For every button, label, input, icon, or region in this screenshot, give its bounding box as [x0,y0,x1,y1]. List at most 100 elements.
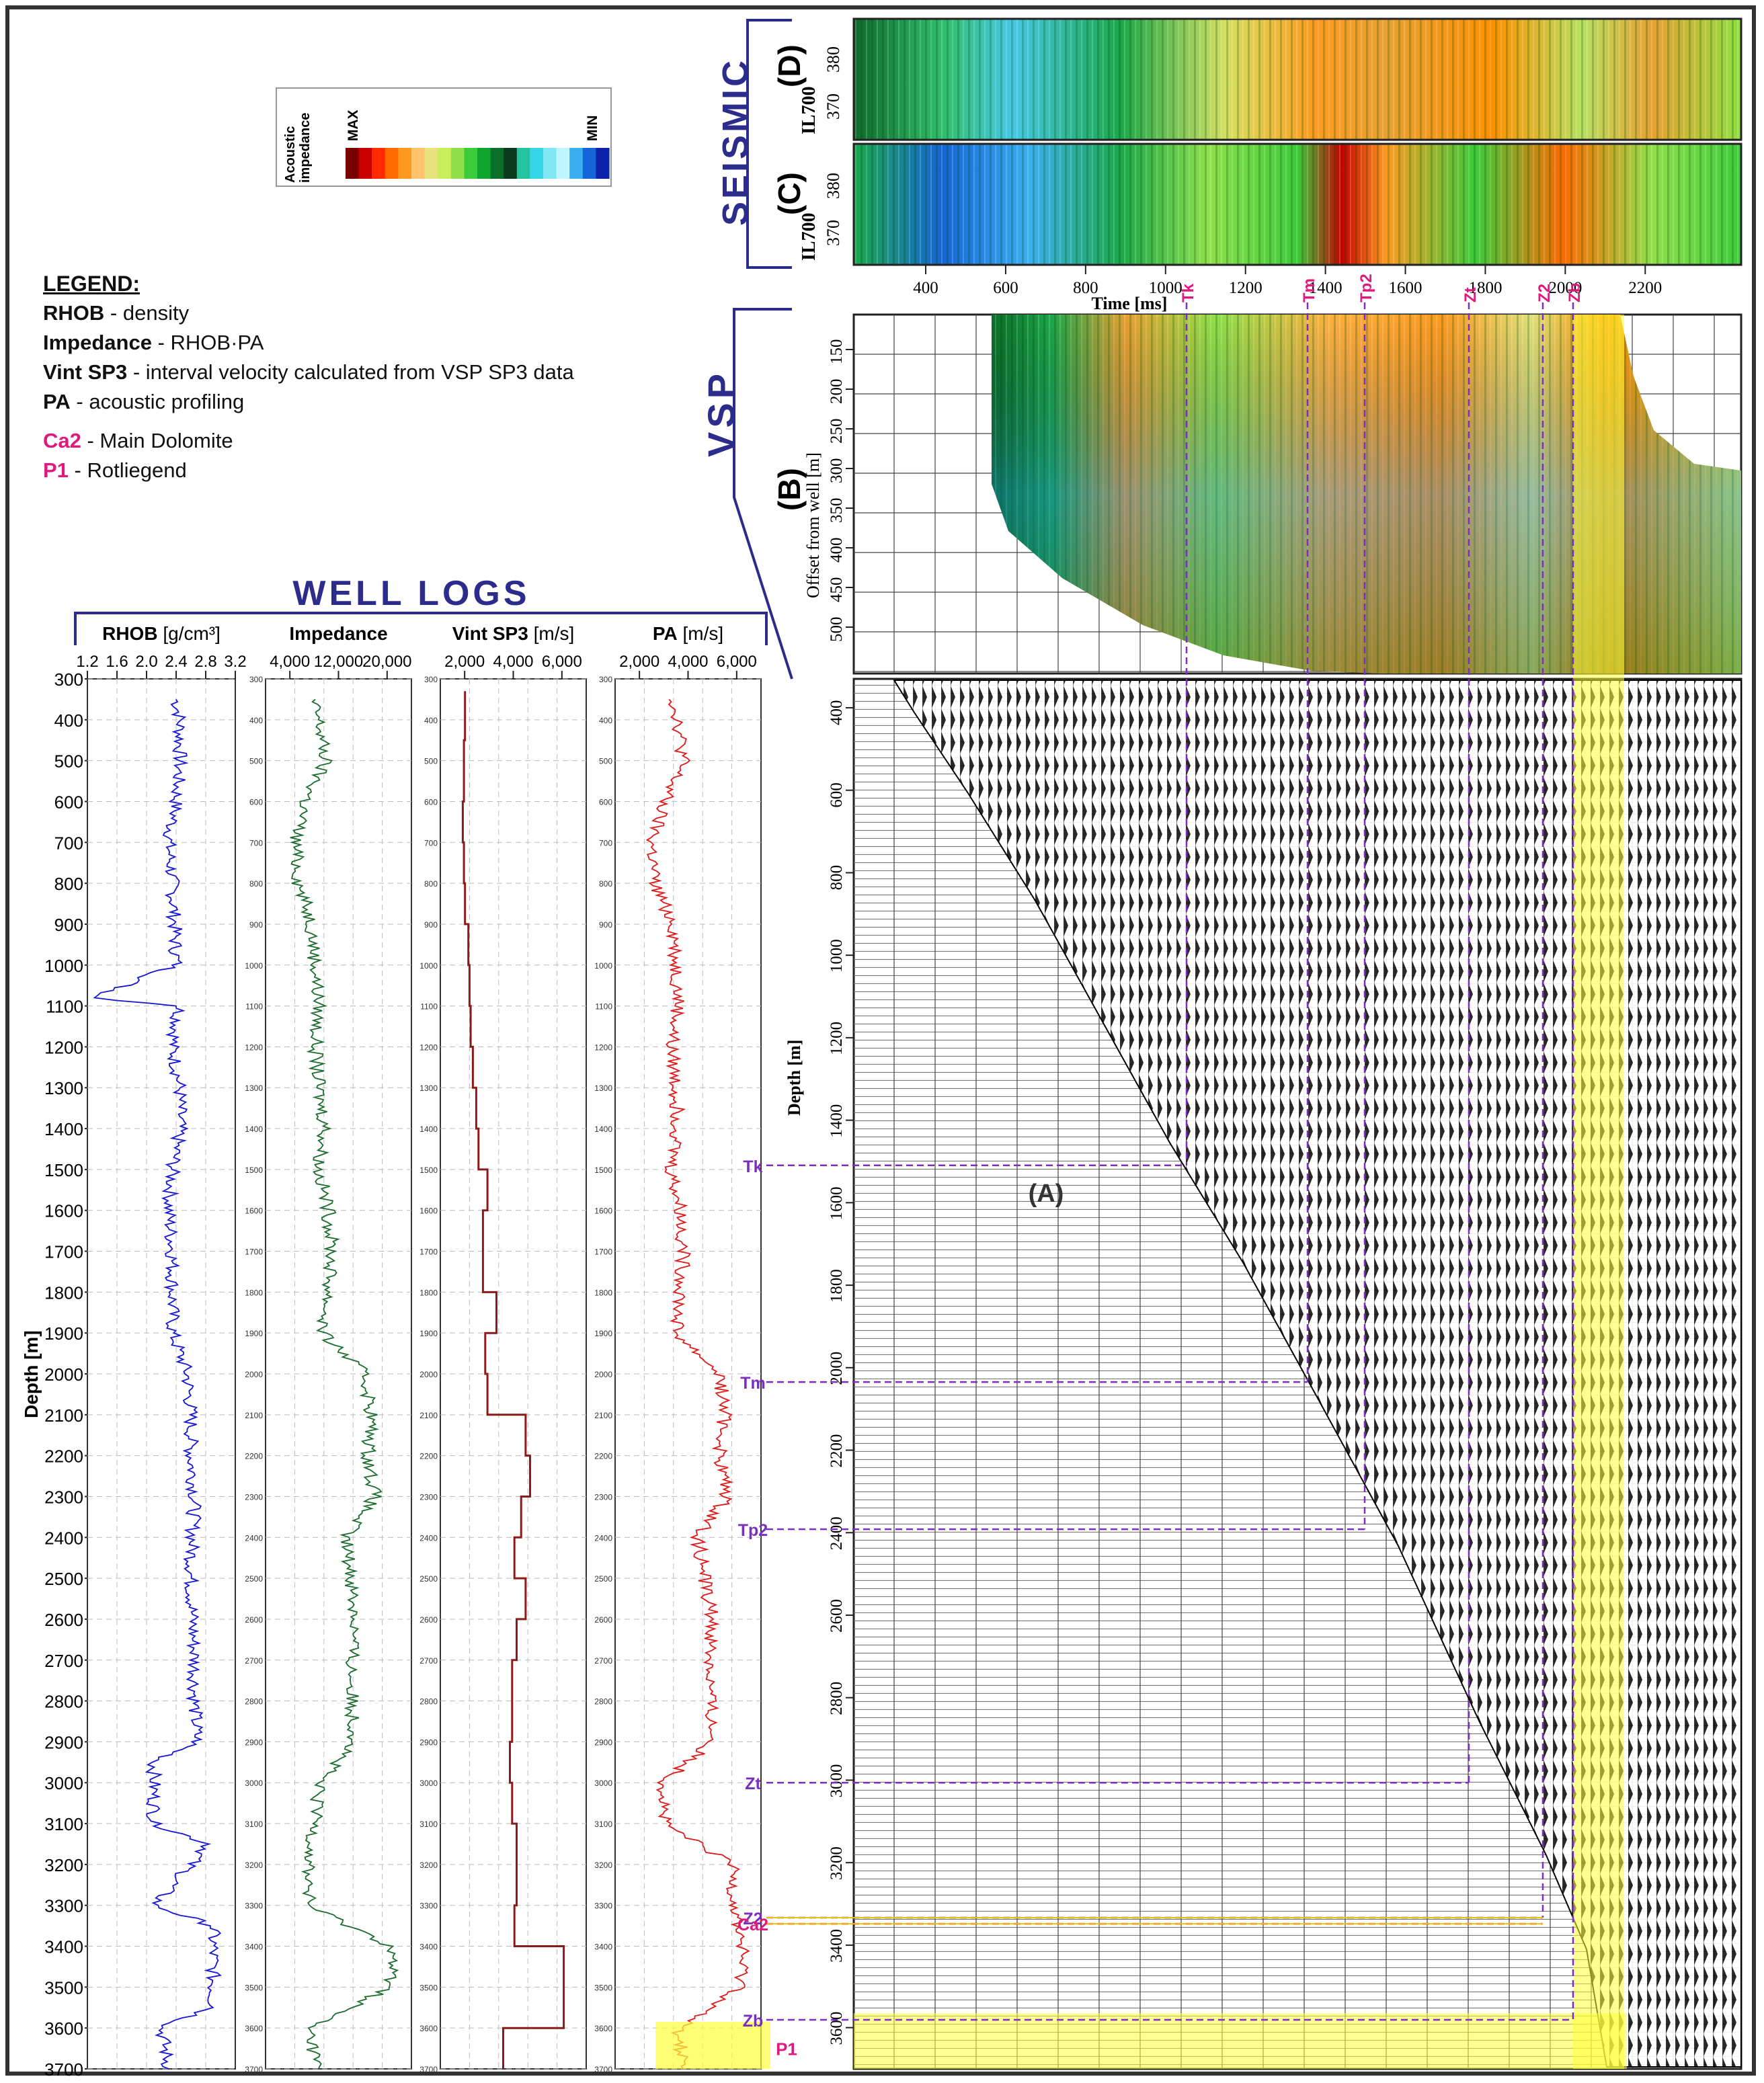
panel-c-inline: IL700 [799,212,819,261]
p1-shading [655,2022,770,2069]
track-title: Impedance [289,623,387,644]
depth-tick-label: 2800 [44,1692,83,1712]
depth-tick-label: 1900 [44,1323,83,1344]
track-depth-label: 300 [249,675,263,684]
track-depth-label: 3500 [419,1983,438,1992]
vsp-bracket [733,308,793,680]
time-tick-label: 1000 [1149,279,1182,297]
well-logs-title: WELL LOGS [292,574,530,613]
depth-tick-label: 400 [54,710,83,731]
track-depth-label: 3700 [245,2065,263,2074]
time-tick-label: 2200 [1628,279,1662,297]
track-tick-label: 1.2 [76,653,98,671]
track-depth-label: 600 [599,797,612,807]
track-depth-label: 3200 [419,1861,438,1870]
colorbar-swatch [582,148,596,179]
time-horizon-label: Tk [1179,283,1197,302]
depth-tick-label: 3700 [44,2059,83,2080]
track-title: PA [m/s] [653,623,723,644]
colorbar-swatch [372,148,386,179]
track-depth-label: 3400 [594,1943,612,1952]
track-tick-label: 6,000 [542,653,582,671]
track-depth-label: 900 [424,920,438,930]
offset-tick-label: 350 [828,498,846,524]
track-depth-label: 600 [249,797,263,807]
legend: LEGEND: RHOB - density Impedance - RHOB·… [43,269,574,485]
depth-tick-label: 1800 [828,1269,846,1303]
track-depth-label: 400 [599,716,612,725]
track-depth-label: 3600 [594,2024,612,2033]
panel-d-label: (D) [772,44,807,87]
depth-tick-label: 3200 [44,1855,83,1875]
track-depth-label: 400 [424,716,438,725]
track-depth-label: 3000 [245,1779,263,1788]
depth-tick-label: 1500 [44,1160,83,1180]
offset-tick-label: 450 [828,577,846,603]
track-depth-label: 3300 [419,1902,438,1911]
horizon-label: Tk [743,1157,762,1176]
track-title: Vint SP3 [m/s] [452,623,575,644]
colorbar-swatch [490,148,504,179]
track-title: RHOB [g/cm³] [102,623,220,644]
track-depth-label: 3500 [245,1983,263,1992]
track-tick-label: 4,000 [493,653,533,671]
depth-tick-label: 800 [828,865,846,891]
track-depth-label: 3300 [245,1902,263,1911]
colorbar-swatches [346,148,610,179]
track-depth-label: 2000 [594,1370,612,1379]
track-depth-label: 1200 [594,1043,612,1052]
track-depth-label: 500 [599,757,612,766]
colorbar-swatch [346,148,360,179]
track-depth-label: 300 [424,675,438,684]
track-depth-label: 1000 [419,961,438,971]
track-depth-label: 800 [249,879,263,889]
time-horizon-label: Tp2 [1357,274,1375,302]
time-tick-label: 1400 [1309,279,1342,297]
track-depth-label: 300 [599,675,612,684]
depth-tick-label: 300 [54,669,83,690]
time-tick-label: 1800 [1468,279,1502,297]
colorbar-label-line1: Acoustic [283,126,298,183]
depth-tick-label: 3400 [828,1929,846,1963]
track-depth-label: 3700 [594,2065,612,2074]
depth-tick-label: 2600 [44,1610,83,1630]
seismic-panel-d: (D) IL700 380 370 [772,17,1742,141]
track-tick-label: 2,000 [444,653,485,671]
depth-tick-label: 3500 [44,1977,83,1998]
impedance-colorbar: Acoustic impedance MAX MIN [276,87,612,187]
track-depth-label: 800 [599,879,612,889]
track-depth-label: 2700 [245,1656,263,1666]
time-tick-label: 2000 [1548,279,1582,297]
depth-tick-label: 2200 [44,1446,83,1467]
depth-tick-label: 2300 [44,1487,83,1507]
track-depth-label: 2400 [419,1533,438,1543]
track-depth-label: 2000 [419,1370,438,1379]
track-depth-label: 1600 [419,1207,438,1216]
depth-tick-label: 600 [54,792,83,812]
depth-tick-label: 2000 [828,1352,846,1385]
track-depth-label: 700 [424,838,438,848]
track-depth-label: 1900 [594,1329,612,1338]
track-depth-label: 900 [249,920,263,930]
legend-item-ca2: Ca2 - Main Dolomite [43,429,233,452]
panel-c-ytick-380: 380 [824,173,843,199]
depth-tick-label: 1000 [44,956,83,976]
legend-item-vint: Vint SP3 - interval velocity calculated … [43,360,574,384]
panel-d-ytick-380: 380 [824,46,843,73]
depth-tick-label: 600 [828,782,846,808]
legend-item-p1: P1 - Rotliegend [43,458,187,482]
time-horizon-label: Zb [1566,283,1584,302]
seismic-bracket [746,19,792,269]
offset-tick-label: 150 [828,339,846,365]
time-tick-label: 1200 [1229,279,1262,297]
track-depth-label: 1700 [245,1248,263,1257]
track-depth-label: 3100 [245,1820,263,1829]
track-depth-label: 3500 [594,1983,612,1992]
track-curve [645,698,750,2070]
depth-tick-label: 1600 [44,1201,83,1221]
horizon-label: Tm [740,1374,766,1393]
panel-a-label: (A) [1029,1180,1064,1208]
time-tick-label: 800 [1073,279,1098,297]
vsp-title: VSP [700,370,742,457]
offset-tick-label: 250 [828,419,846,444]
